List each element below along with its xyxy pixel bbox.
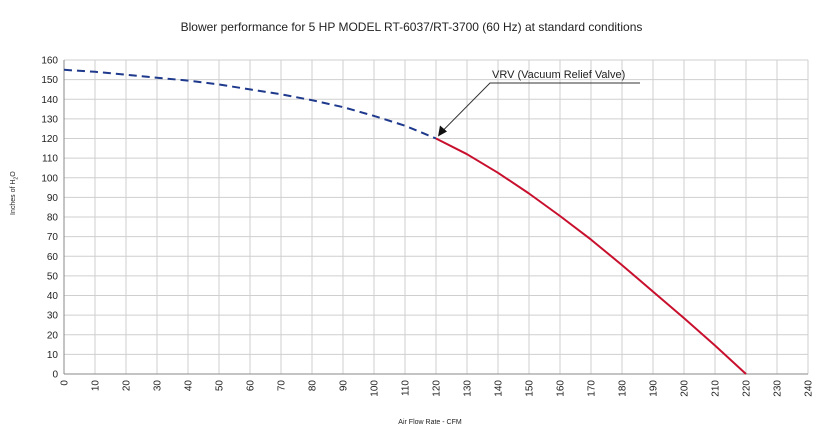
x-tick-label: 190: [649, 380, 660, 397]
y-tick-label: 10: [47, 350, 59, 361]
performance-curve: [435, 137, 747, 375]
x-tick-label: 40: [184, 380, 195, 392]
y-tick-label: 50: [47, 271, 59, 282]
y-tick-label: 60: [47, 252, 59, 263]
y-tick-label: 160: [41, 56, 58, 67]
y-axis-label-subscript: 2: [13, 176, 20, 180]
y-tick-label: 30: [47, 311, 59, 322]
y-tick-label: 90: [47, 193, 59, 204]
x-tick-label: 110: [401, 380, 412, 396]
annotation-label: VRV (Vacuum Relief Valve): [492, 69, 625, 81]
x-tick-label: 200: [680, 380, 691, 397]
y-tick-label: 120: [41, 134, 58, 145]
x-tick-label: 210: [711, 380, 722, 397]
x-tick-label: 240: [804, 380, 815, 397]
y-tick-label: 80: [47, 213, 59, 224]
x-tick-label: 60: [246, 380, 257, 392]
x-tick-label: 160: [556, 380, 567, 397]
y-tick-label: 140: [41, 95, 58, 106]
y-tick-label: 40: [47, 291, 59, 302]
x-tick-label: 220: [742, 380, 753, 397]
y-tick-label: 0: [52, 370, 58, 381]
annotation-leader-line: [443, 82, 640, 130]
y-tick-label: 70: [47, 232, 59, 243]
x-tick-label: 30: [153, 380, 164, 392]
x-tick-label: 50: [215, 380, 226, 392]
x-axis-label: Air Flow Rate - CFM: [398, 419, 462, 426]
x-tick-label: 180: [618, 380, 629, 397]
x-tick-label: 90: [339, 380, 350, 392]
y-tick-label: 110: [42, 154, 58, 165]
y-tick-label: 150: [41, 75, 58, 86]
x-tick-label: 170: [587, 380, 598, 397]
x-tick-label: 80: [308, 380, 319, 392]
y-tick-label: 100: [41, 173, 58, 184]
x-tick-label: 230: [773, 380, 784, 397]
x-tick-label: 0: [60, 380, 71, 386]
x-tick-label: 100: [370, 380, 381, 397]
y-tick-label: 20: [47, 330, 59, 341]
y-axis-label: Inches of H2O: [10, 171, 19, 215]
annotation-arrowhead: [438, 125, 447, 137]
x-tick-label: 130: [463, 380, 474, 397]
x-tick-label: 120: [432, 380, 443, 397]
x-tick-label: 70: [277, 380, 288, 392]
y-axis-label-suffix: O: [10, 171, 17, 177]
y-tick-label: 130: [41, 114, 58, 125]
chart-title: Blower performance for 5 HP MODEL RT-603…: [180, 20, 643, 34]
vrv-dashed-curve: [63, 68, 437, 140]
y-axis-label-prefix: Inches of H: [10, 179, 17, 215]
x-tick-label: 150: [525, 380, 536, 397]
x-tick-label: 140: [494, 380, 505, 397]
x-tick-label: 10: [91, 380, 102, 392]
x-tick-label: 20: [122, 380, 133, 392]
